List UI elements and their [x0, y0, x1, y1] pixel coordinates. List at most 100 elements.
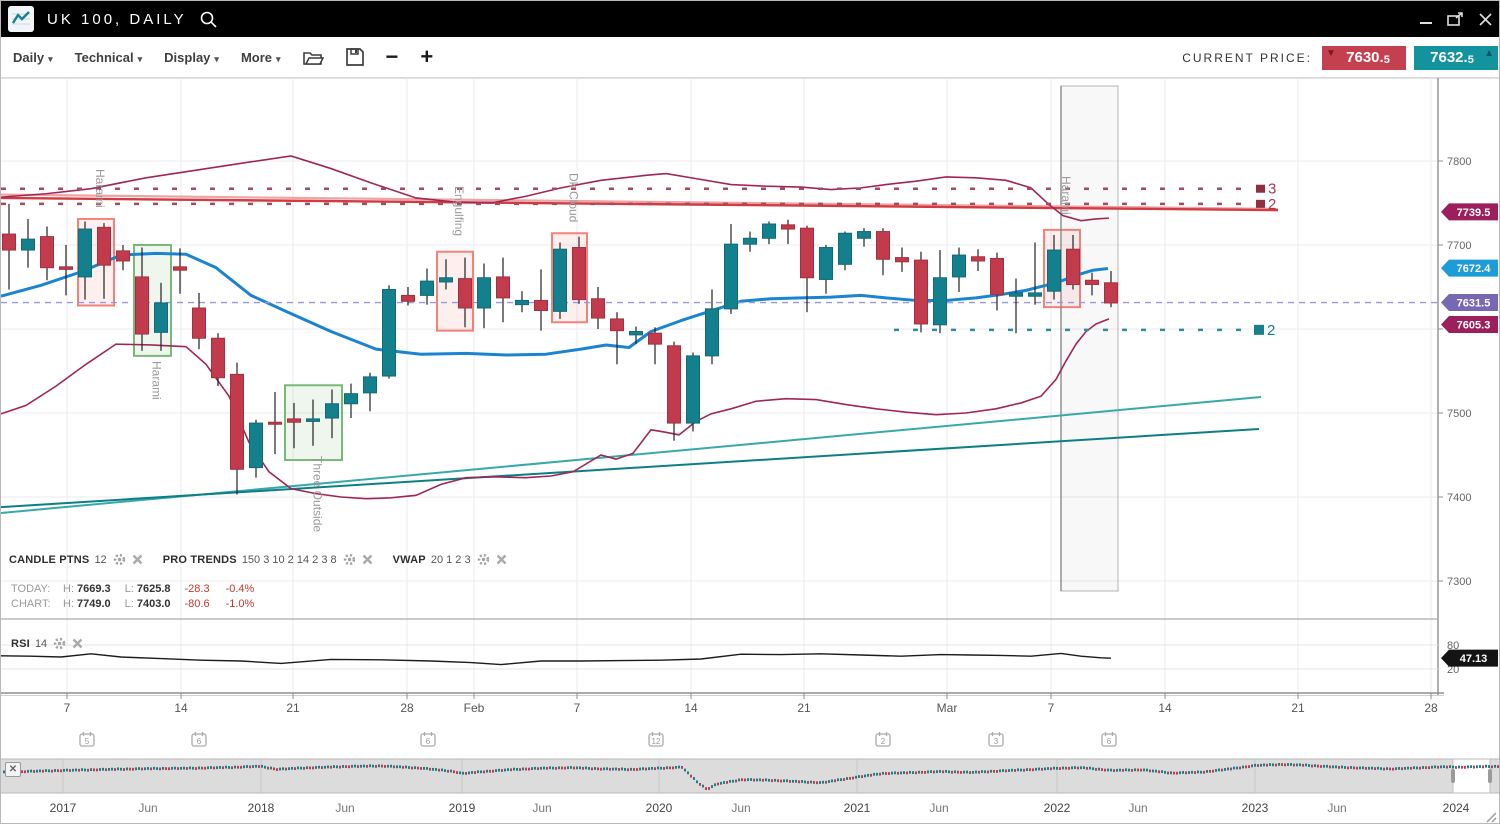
- svg-text:3: 3: [1268, 181, 1276, 198]
- remove-indicator-icon[interactable]: [362, 554, 373, 565]
- svg-text:Three Outside: Three Outside: [311, 456, 325, 532]
- svg-text:Jun: Jun: [929, 801, 948, 815]
- svg-text:21: 21: [1291, 701, 1305, 715]
- navigator-close-button[interactable]: ✕: [5, 762, 21, 777]
- current-price-label: CURRENT PRICE:: [1182, 50, 1312, 65]
- svg-text:Harami: Harami: [150, 361, 164, 400]
- navigator-handle[interactable]: [1488, 769, 1492, 783]
- remove-indicator-icon[interactable]: [132, 554, 143, 565]
- svg-text:20: 20: [1447, 664, 1459, 676]
- gear-icon[interactable]: [53, 637, 66, 650]
- svg-text:Jun: Jun: [532, 801, 551, 815]
- menu-daily[interactable]: Daily ▾: [13, 49, 53, 65]
- calendar-event-icon[interactable]: 12: [648, 732, 664, 747]
- svg-text:7605.3: 7605.3: [1457, 320, 1491, 332]
- svg-text:7800: 7800: [1447, 156, 1471, 168]
- menu-more[interactable]: More ▾: [240, 49, 281, 65]
- buy-price-button[interactable]: 7632. 5 ▲: [1414, 45, 1498, 70]
- navigator-selection-window[interactable]: [1452, 758, 1491, 794]
- svg-text:7400: 7400: [1447, 492, 1471, 504]
- svg-text:28: 28: [1424, 701, 1438, 715]
- svg-text:7739.5: 7739.5: [1457, 207, 1491, 219]
- instrument-title: UK 100, DAILY: [47, 10, 187, 28]
- svg-text:2019: 2019: [449, 801, 476, 815]
- arrow-up-icon: ▲: [1484, 47, 1494, 59]
- svg-text:21: 21: [286, 701, 300, 715]
- calendar-event-icon[interactable]: 2: [875, 732, 891, 747]
- menu-technical[interactable]: Technical ▾: [74, 49, 143, 65]
- today-change-pct: -0.4%: [225, 583, 255, 595]
- today-change: -28.3: [184, 583, 210, 595]
- popout-icon[interactable]: [1447, 11, 1464, 27]
- navigator: 2017 Jun 2018 Jun 2019 Jun 2020 Jun 2021 Jun 2022 J…: [1, 758, 1499, 823]
- navigator-handle[interactable]: [1451, 769, 1455, 783]
- chart-stats-row: CHART: H: 7749.0 L: 7403.0 -80.6 -1.0%: [11, 598, 255, 610]
- menu-display[interactable]: Display ▾: [164, 49, 219, 65]
- svg-text:7: 7: [64, 701, 71, 715]
- sell-price-main: 7630.: [1346, 49, 1384, 66]
- open-folder-icon[interactable]: [302, 49, 324, 66]
- svg-text:80: 80: [1447, 640, 1459, 652]
- zoom-out-button[interactable]: −: [385, 44, 399, 69]
- gear-icon[interactable]: [343, 553, 356, 566]
- calendar-event-icon[interactable]: 5: [79, 732, 95, 747]
- arrow-down-icon: ▼: [1326, 47, 1336, 59]
- calendar-event-icon[interactable]: 6: [191, 732, 207, 747]
- svg-text:Dk Cloud: Dk Cloud: [567, 173, 581, 222]
- svg-text:2: 2: [1268, 196, 1276, 213]
- level-lines-layer: 322: [1, 181, 1438, 339]
- svg-text:2017: 2017: [50, 801, 77, 815]
- remove-indicator-icon[interactable]: [72, 638, 83, 649]
- search-icon[interactable]: [199, 10, 218, 29]
- indicator-vwap-label: VWAP: [392, 553, 426, 566]
- indicator-header-row: CANDLE PTNS 12 PRO TRENDS 150 3 10 2 14 …: [9, 553, 513, 566]
- svg-text:7300: 7300: [1447, 576, 1471, 588]
- candles-layer: [2, 203, 1118, 495]
- svg-text:Mar: Mar: [937, 701, 958, 715]
- save-icon[interactable]: [345, 48, 364, 66]
- buy-price-main: 7632.: [1430, 49, 1468, 66]
- svg-text:Harami: Harami: [93, 169, 107, 208]
- sell-price-frac: 5: [1383, 53, 1390, 66]
- svg-text:21: 21: [797, 701, 811, 715]
- svg-text:14: 14: [1158, 701, 1172, 715]
- sell-price-button[interactable]: ▼ 7630. 5: [1322, 45, 1406, 70]
- today-stats-row: TODAY: H: 7669.3 L: 7625.8 -28.3 -0.4%: [11, 583, 255, 595]
- svg-text:6: 6: [197, 737, 202, 746]
- svg-text:7500: 7500: [1447, 408, 1471, 420]
- trend-lines-layer: [1, 193, 1279, 514]
- minimize-icon[interactable]: [1419, 13, 1433, 25]
- zoom-in-button[interactable]: +: [420, 44, 434, 69]
- svg-text:7: 7: [574, 701, 581, 715]
- svg-text:14: 14: [684, 701, 698, 715]
- svg-text:2020: 2020: [646, 801, 673, 815]
- x-axis: 7 14 21 28 Feb 7 14 21 Mar 7 14 21 28 5 6 6 12 2 3 6: [1, 692, 1444, 747]
- chevron-down-icon: ▾: [48, 53, 53, 64]
- bands-layer: [1, 155, 1110, 500]
- svg-text:2023: 2023: [1242, 801, 1269, 815]
- chevron-down-icon: ▾: [137, 53, 143, 64]
- calendar-event-icon[interactable]: 3: [988, 732, 1004, 747]
- svg-text:6: 6: [426, 737, 431, 746]
- svg-text:3: 3: [994, 737, 999, 746]
- svg-text:47.13: 47.13: [1460, 653, 1488, 665]
- gear-icon[interactable]: [477, 553, 490, 566]
- calendar-event-icon[interactable]: 6: [420, 732, 436, 747]
- close-icon[interactable]: [1478, 12, 1493, 27]
- svg-text:5: 5: [85, 737, 90, 746]
- svg-text:Feb: Feb: [464, 701, 485, 715]
- indicator-pro-trends-label: PRO TRENDS: [162, 553, 237, 566]
- calendar-event-icon[interactable]: 6: [1101, 732, 1117, 747]
- remove-indicator-icon[interactable]: [496, 554, 507, 565]
- rsi-header-row: RSI 14: [11, 637, 89, 650]
- gear-icon[interactable]: [113, 553, 126, 566]
- pattern-labels-layer: Harami Harami Three Outside Engulfing Dk Clo…: [93, 169, 1073, 532]
- svg-text:12: 12: [652, 737, 661, 746]
- svg-text:Jun: Jun: [335, 801, 354, 815]
- chevron-down-icon: ▾: [214, 53, 219, 64]
- chart-toolbar: Daily ▾ Technical ▾ Display ▾ More ▾ − + CUR…: [1, 37, 1499, 78]
- svg-text:7700: 7700: [1447, 240, 1471, 252]
